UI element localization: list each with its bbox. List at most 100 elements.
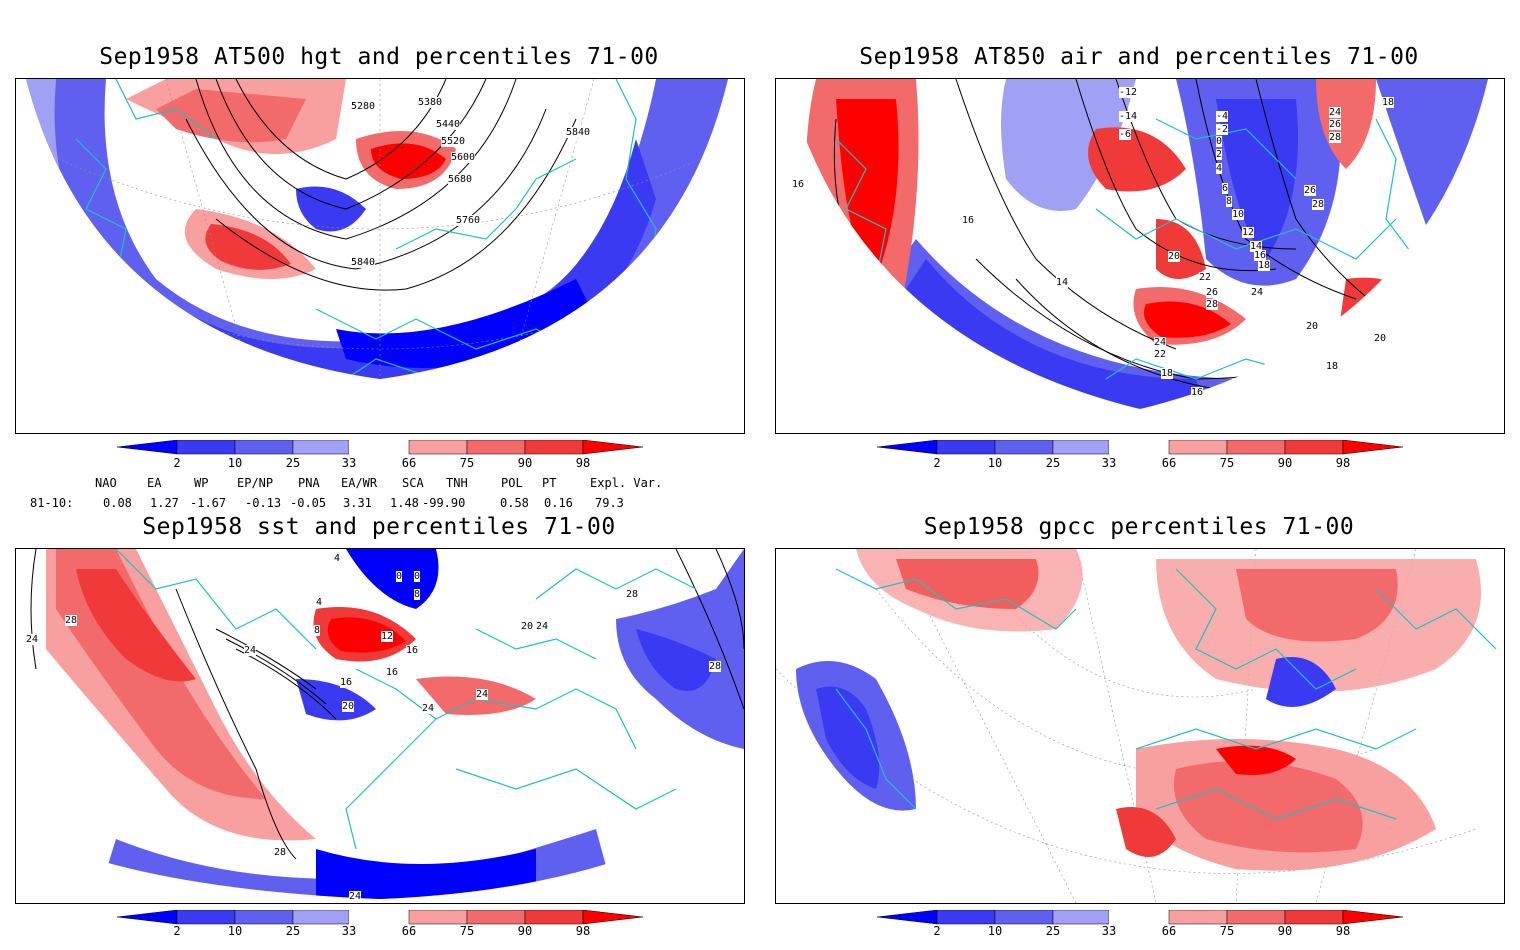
colorbar-tick: 66: [1161, 456, 1177, 470]
contour-label: 28: [1312, 199, 1325, 210]
panel-title-gpcc: Sep1958 gpcc percentiles 71-00: [923, 514, 1355, 540]
colorbar-swatches: [117, 910, 644, 925]
contour-label: 5380: [418, 97, 443, 108]
contour-label: 28: [65, 615, 78, 626]
colorbar-tick: 98: [575, 456, 591, 470]
colorbar-tick: 33: [1101, 456, 1117, 470]
contour-label: 24: [1329, 107, 1342, 118]
contour-label: 26: [1329, 119, 1342, 130]
index-header: PNA: [298, 476, 320, 490]
colorbar-tick: 10: [227, 924, 243, 938]
contour-label: 5680: [448, 174, 473, 185]
colorbar-swatches: [877, 440, 1404, 455]
colorbar-tick: 10: [227, 456, 243, 470]
index-value: -99.90: [422, 496, 466, 510]
contour-label: 24: [244, 645, 257, 656]
index-header: TNH: [446, 476, 468, 490]
index-header: PT: [542, 476, 557, 490]
contour-label: 26: [1206, 287, 1219, 298]
contour-label: 16: [406, 645, 419, 656]
panel-title-hgt: Sep1958 AT500 hgt and percentiles 71-00: [99, 44, 659, 70]
index-header: EA/WR: [341, 476, 378, 490]
contour-label: 24: [536, 621, 549, 632]
panel-title-air: Sep1958 AT850 air and percentiles 71-00: [859, 44, 1419, 70]
contour-label: 20: [1374, 333, 1387, 344]
contour-label: 16: [1191, 387, 1204, 398]
contour-label: 28: [274, 847, 287, 858]
contour-label: 12: [381, 631, 394, 642]
contour-label: 6: [1222, 183, 1229, 194]
contour-label: 16: [386, 667, 399, 678]
contour-label: -12: [1119, 87, 1138, 98]
contour-label: 0: [1216, 136, 1223, 147]
colorbar-tick: 10: [987, 924, 1003, 938]
index-header: SCA: [402, 476, 424, 490]
contour-label: 16: [792, 179, 805, 190]
contour-label: 0: [414, 571, 421, 582]
contour-label: -4: [1216, 111, 1229, 122]
contour-label: 5520: [441, 136, 466, 147]
index-header: POL: [501, 476, 523, 490]
contour-label: 16: [962, 215, 975, 226]
colorbar-tick: 2: [173, 924, 181, 938]
contour-label: 28: [709, 661, 722, 672]
contour-label: -6: [1119, 129, 1132, 140]
contour-label: 14: [1250, 241, 1263, 252]
colorbar-tick: 90: [517, 456, 533, 470]
contour-label: 18: [1161, 368, 1174, 379]
contour-label: 14: [1056, 277, 1069, 288]
contour-label: 24: [26, 634, 39, 645]
contour-label: 20: [342, 701, 355, 712]
contour-label: 12: [1242, 227, 1255, 238]
contour-label: 24: [422, 703, 435, 714]
index-row-label: 81-10:: [30, 496, 74, 510]
contour-label: 4: [1216, 163, 1223, 174]
contour-label: 20: [1168, 251, 1181, 262]
map-air: [786, 79, 1488, 409]
colorbar-top-left: 2 10 25 33 66 75 90 98: [117, 440, 647, 480]
contour-label: 8: [314, 625, 321, 636]
colorbar-tick: 25: [285, 924, 301, 938]
contour-label: 0: [396, 571, 403, 582]
contour-label: 24: [476, 689, 489, 700]
contour-label: 5600: [451, 152, 476, 163]
colorbar-tick: 33: [341, 456, 357, 470]
colorbar-tick: 25: [1045, 456, 1061, 470]
colorbar-tick: 33: [1101, 924, 1117, 938]
contour-label: 5840: [351, 257, 376, 268]
contour-label: 22: [1199, 272, 1212, 283]
map-panel-gpcc: [775, 548, 1505, 904]
colorbar-tick: 2: [933, 456, 941, 470]
index-header: NAO: [95, 476, 117, 490]
map-sst: [16, 549, 744, 899]
map-panel-air: -12 -14 -6 -4 -2 0 2 4 6 8 10 12 14 16 1…: [775, 78, 1505, 434]
colorbar-tick: 75: [459, 924, 475, 938]
contour-label: 8: [1226, 196, 1233, 207]
contour-label: 4: [334, 553, 341, 564]
colorbar-tick: 66: [1161, 924, 1177, 938]
contour-label: 18: [1326, 361, 1339, 372]
index-value: 79.3: [595, 496, 624, 510]
contour-label: 20: [1306, 321, 1319, 332]
contour-label: 16: [340, 677, 353, 688]
contour-label: 2: [1216, 149, 1223, 160]
index-header: Expl. Var.: [590, 476, 663, 490]
contour-label: 24: [349, 891, 362, 902]
contour-label: 16: [1254, 250, 1267, 261]
contour-label: 28: [1329, 132, 1342, 143]
colorbar-tick: 98: [1335, 924, 1351, 938]
contour-label: 22: [1154, 349, 1167, 360]
index-value: 0.08: [103, 496, 132, 510]
contour-label: 4: [316, 597, 323, 608]
colorbar-swatches: [117, 440, 644, 455]
map-gpcc: [776, 549, 1504, 903]
colorbar-tick: 75: [1219, 924, 1235, 938]
index-header: EA: [147, 476, 162, 490]
contour-label: 5280: [351, 101, 376, 112]
contour-label: 5760: [456, 215, 481, 226]
contour-label: 18: [1382, 97, 1395, 108]
panel-title-sst: Sep1958 sst and percentiles 71-00: [142, 514, 616, 540]
colorbar-tick: 2: [933, 924, 941, 938]
contour-label: -14: [1119, 111, 1138, 122]
map-hgt: [26, 79, 728, 379]
